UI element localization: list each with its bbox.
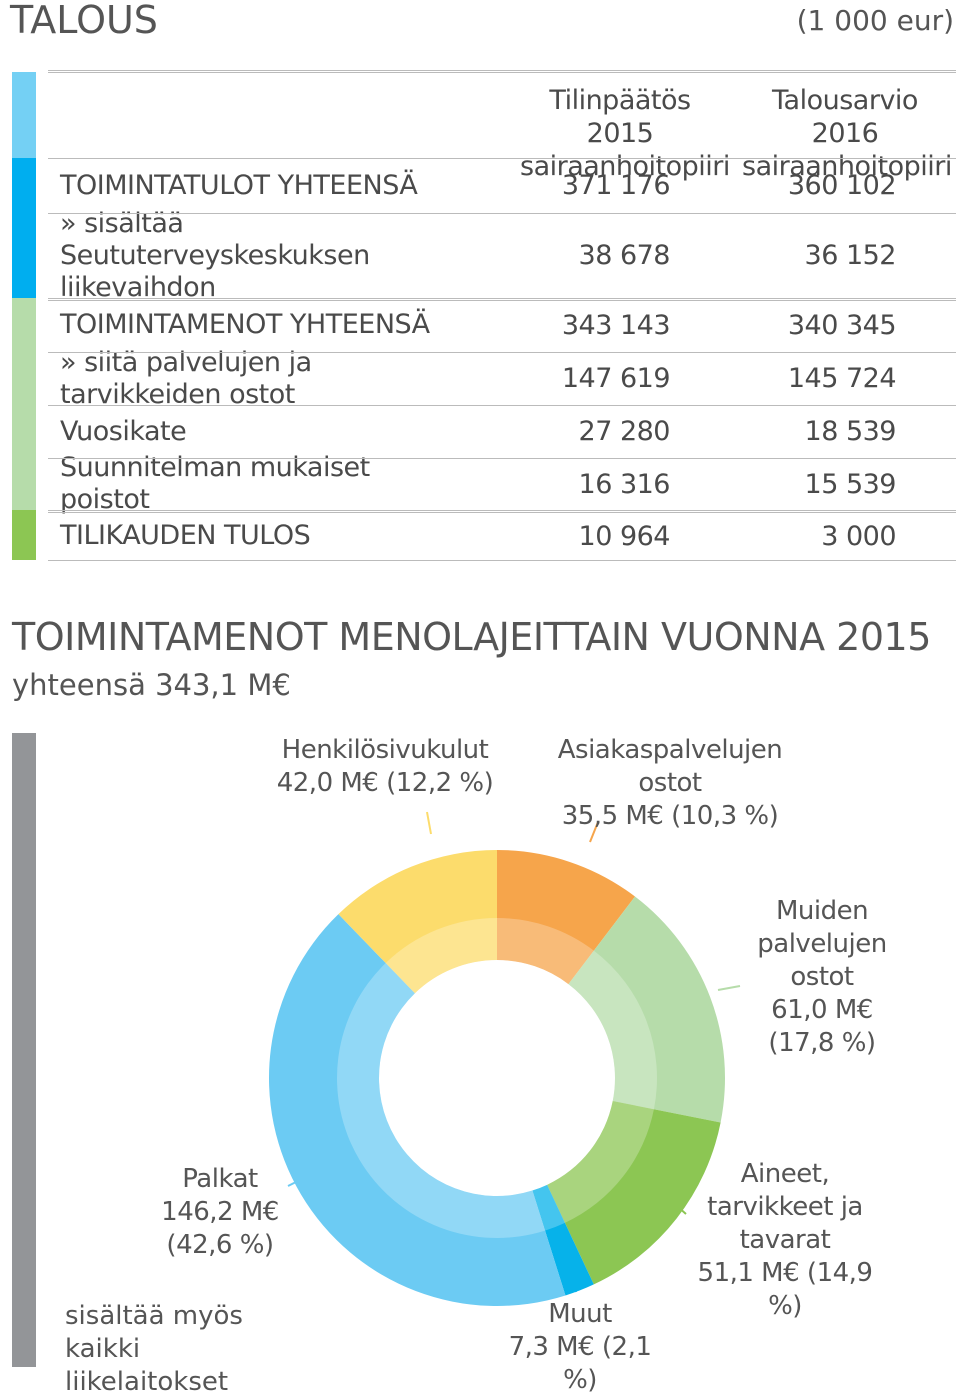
row-label: » sisältää Seututerveyskeskuksen liikeva… xyxy=(60,207,370,303)
cell: 360 102 xyxy=(787,170,897,201)
label-box: Palkat 146,2 M€ (42,6 %) xyxy=(150,1163,290,1262)
category: Palkat xyxy=(182,1164,258,1194)
donut-segment xyxy=(568,896,726,1123)
rule xyxy=(48,213,956,214)
cell: 10 964 xyxy=(578,520,671,552)
bar-seg xyxy=(12,298,36,510)
page: TALOUS (1 000 eur) Tilinpäätös 2015 sair… xyxy=(10,0,956,1397)
col-head: Tilinpäätös 2015 sairaanhoitopiiri xyxy=(520,85,730,182)
cell: 38 678 xyxy=(578,240,671,271)
rule xyxy=(48,510,956,513)
chart-subtitle: yhteensä 343,1 M€ xyxy=(12,668,291,702)
label-box: Aineet, tarvikkeet ja tavarat 51,1 M€ (14… xyxy=(680,1158,890,1323)
cell: 16 316 xyxy=(578,468,671,500)
note: sisältää myös kaikki liikelaitokset xyxy=(65,1301,243,1397)
cell: 371 176 xyxy=(561,170,671,201)
donut-segment xyxy=(532,1184,594,1296)
bar-seg xyxy=(12,510,36,560)
cell: 18 539 xyxy=(804,416,897,447)
bar-seg xyxy=(12,72,36,158)
row-label: » siitä palvelujen ja tarvikkeiden ostot xyxy=(60,346,312,410)
category: Aineet, tarvikkeet ja tavarat xyxy=(707,1159,863,1255)
donut-segment xyxy=(497,850,636,985)
label-box: Muiden palvelujen ostot 61,0 M€ (17,8 %) xyxy=(752,895,892,1060)
row-label: TILIKAUDEN TULOS xyxy=(60,520,311,551)
cell: 27 280 xyxy=(578,416,671,447)
inner-band xyxy=(568,950,657,1110)
inner-band xyxy=(497,918,594,985)
value-label: 146,2 M€ (42,6 %) xyxy=(161,1197,279,1260)
value-label: 61,0 M€ (17,8 %) xyxy=(768,995,876,1058)
row-label: Suunnitelman mukaiset poistot xyxy=(60,452,370,515)
col-head: Talousarvio 2016 sairaanhoitopiiri xyxy=(742,85,952,182)
bar-seg xyxy=(12,158,36,298)
donut-segment xyxy=(338,850,497,994)
value-label: 42,0 M€ (12,2 %) xyxy=(276,768,494,798)
cell: 340 345 xyxy=(787,309,897,341)
inner-band xyxy=(547,1101,654,1223)
row-label: TOIMINTAMENOT YHTEENSÄ xyxy=(60,309,430,340)
unit: (1 000 eur) xyxy=(796,4,954,37)
cell: 147 619 xyxy=(561,363,671,394)
row-label: TOIMINTATULOT YHTEENSÄ xyxy=(60,169,418,201)
side-bar xyxy=(12,733,36,1367)
donut-segment xyxy=(547,1101,721,1285)
category: Muut xyxy=(548,1299,612,1329)
inner-band xyxy=(337,963,546,1238)
inner-band xyxy=(532,1184,565,1231)
rule xyxy=(48,70,956,73)
category: Muiden palvelujen ostot xyxy=(757,896,887,992)
donut xyxy=(268,811,741,1306)
cell: 145 724 xyxy=(787,363,897,394)
chart-title: TOIMINTAMENOT MENOLAJEITTAIN VUONNA 2015 xyxy=(12,615,931,659)
value-label: 7,3 M€ (2,1 %) xyxy=(508,1332,652,1395)
rule xyxy=(48,352,956,353)
value-label: 35,5 M€ (10,3 %) xyxy=(561,801,779,831)
label-box: Asiakaspalvelujen ostot 35,5 M€ (10,3 %) xyxy=(535,734,805,833)
rule xyxy=(48,458,956,459)
cell: 3 000 xyxy=(821,520,896,552)
label-box: Henkilösivukulut 42,0 M€ (12,2 %) xyxy=(270,734,500,800)
donut-segment xyxy=(268,914,566,1306)
rule xyxy=(48,560,956,561)
category: Henkilösivukulut xyxy=(281,735,489,765)
label-box: Muut 7,3 M€ (2,1 %) xyxy=(490,1298,670,1397)
inner-band xyxy=(385,918,497,994)
rule xyxy=(48,158,956,159)
cell: 36 152 xyxy=(804,240,897,271)
cell: 343 143 xyxy=(561,309,671,341)
rule xyxy=(48,405,956,406)
row-label: Vuosikate xyxy=(60,415,187,447)
cell: 15 539 xyxy=(804,468,897,500)
title: TALOUS xyxy=(10,0,158,42)
value-label: 51,1 M€ (14,9 %) xyxy=(697,1258,873,1321)
category: Asiakaspalvelujen ostot xyxy=(557,735,783,798)
rule xyxy=(48,298,956,301)
